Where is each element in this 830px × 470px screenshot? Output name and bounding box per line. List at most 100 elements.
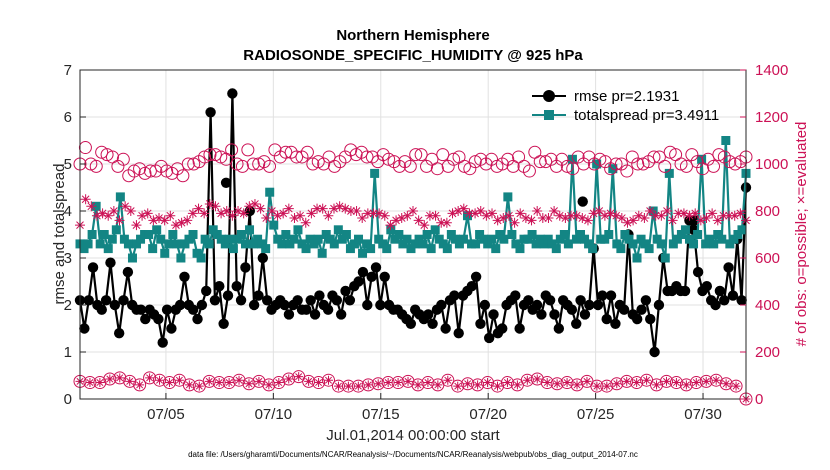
spread-point [442,244,452,254]
possible-obs-point [181,157,195,171]
spread-point [656,239,666,249]
possible-obs-point [522,164,536,178]
rmse-point [605,290,617,301]
evaluated-obs-point [447,208,458,219]
spread-point [249,239,259,249]
spread-point [301,244,311,254]
spread-point [709,239,719,249]
spread-point [487,234,497,244]
evaluated-obs-point [300,217,311,228]
evaluated-obs-point [264,380,274,390]
possible-obs-point [712,148,726,162]
evaluated-obs-point [204,376,214,386]
possible-obs-point [312,376,326,390]
rmse-point [209,295,221,306]
evaluated-obs-point [661,206,672,216]
evaluated-obs-point [695,215,706,226]
spread-point [398,239,408,249]
spread-point [382,244,392,254]
possible-obs-point [360,150,374,164]
spread-point [612,239,622,249]
rmse-point [87,262,99,273]
evaluated-obs-point [520,213,531,224]
evaluated-obs-point [639,213,650,224]
spread-point [240,239,250,249]
possible-obs-point [300,145,314,159]
spread-point [705,234,715,244]
possible-obs-point [729,379,743,393]
rmse-point [719,295,730,306]
spread-point [628,239,638,249]
evaluated-obs-point [306,208,317,219]
evaluated-obs-point [473,380,483,390]
evaluated-obs-point [612,379,622,389]
possible-obs-point [113,371,127,385]
evaluated-obs-point [314,378,324,388]
rmse-point [331,295,343,306]
spread-point [107,234,117,244]
y-tick-label-left: 4 [64,203,72,220]
evaluated-obs-point [463,379,473,389]
rmse-point [322,304,334,315]
rmse-point [179,271,190,282]
spread-point [200,234,210,244]
rmse-point [122,266,134,278]
rmse-point [335,309,347,320]
possible-obs-point [78,141,92,155]
possible-obs-point [123,374,137,388]
possible-obs-point [490,379,504,393]
possible-obs-point [481,376,495,390]
evaluated-obs-point [549,206,560,216]
spread-point [640,239,650,249]
rmse-point [653,299,665,311]
rmse-point [497,323,508,334]
possible-obs-point [371,377,385,391]
spread-point [127,253,137,263]
spread-point [668,239,678,249]
evaluated-obs-point [577,213,588,224]
spread-point [277,239,287,249]
spread-point [733,230,743,239]
spread-point [305,234,315,244]
spread-point [317,248,327,258]
rmse-point [436,299,447,311]
evaluated-obs-point [470,208,481,219]
spread-point [729,234,739,244]
possible-obs-point [262,378,276,392]
spread-point [620,230,630,239]
evaluated-obs-point [403,376,413,386]
evaluated-obs-point [656,210,667,221]
spread-point [701,239,711,249]
spread-point [406,244,416,254]
possible-obs-point [160,164,174,178]
evaluated-obs-point [238,208,249,219]
evaluated-obs-point [487,208,498,219]
possible-obs-point [414,148,428,162]
evaluated-obs-point [475,206,486,216]
spread-point [354,234,364,244]
evaluated-obs-point [724,210,735,221]
possible-obs-point [631,157,645,171]
spread-point [111,225,121,235]
evaluated-obs-point [351,206,362,216]
evaluated-obs-point [114,215,125,226]
rmse-point [714,285,726,297]
spread-point [132,239,142,249]
spread-point [725,239,735,249]
spread-point [660,253,670,263]
possible-obs-point [430,162,444,176]
rmse-point [353,276,364,287]
y-tick-label-right: 200 [755,344,780,361]
possible-obs-point [302,374,316,388]
spread-point [523,234,533,244]
possible-obs-point [143,371,157,385]
rmse-point [187,304,199,315]
rmse-point [514,323,525,334]
possible-obs-point [630,376,644,390]
evaluated-obs-point [91,210,102,221]
spread-point [559,230,569,239]
evaluated-obs-point [711,375,721,385]
evaluated-obs-point [532,206,543,216]
evaluated-obs-point [729,210,740,221]
spread-point [652,234,662,244]
